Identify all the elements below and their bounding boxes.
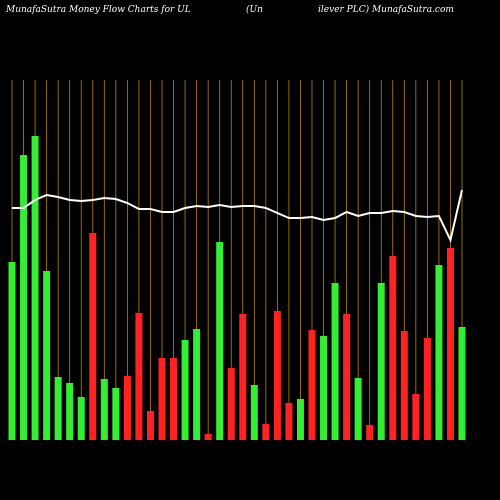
bar: [227, 368, 235, 440]
bar: [146, 411, 154, 440]
bar: [216, 242, 224, 440]
bar: [273, 311, 281, 440]
bar: [250, 385, 258, 440]
bar: [170, 358, 178, 440]
bar: [239, 314, 247, 440]
bar: [320, 336, 328, 440]
bar: [123, 376, 131, 440]
bar: [89, 233, 97, 440]
flow-line: [12, 189, 463, 244]
bar: [100, 379, 108, 440]
bar: [135, 313, 143, 440]
bar: [285, 403, 293, 440]
bar: [435, 265, 443, 440]
bar: [308, 330, 316, 440]
bar: [112, 388, 120, 440]
bar: [262, 424, 270, 440]
bar: [400, 331, 408, 440]
bar: [423, 338, 431, 440]
bar: [331, 283, 339, 440]
bar: [66, 383, 74, 440]
bar: [193, 329, 201, 440]
bar: [8, 262, 16, 440]
bar: [366, 425, 374, 440]
bar: [446, 248, 454, 440]
bar: [296, 399, 304, 440]
bar: [458, 327, 466, 440]
bar: [412, 394, 420, 440]
bar: [31, 136, 39, 440]
bar: [43, 271, 51, 440]
chart-title: MunafaSutra Money Flow Charts for UL: [5, 5, 191, 15]
chart-title-right: ilever PLC) MunafaSutra.com: [318, 4, 454, 15]
bar: [77, 397, 85, 440]
bar: [377, 283, 385, 440]
bar: [181, 340, 189, 440]
bar: [204, 434, 212, 440]
bar: [20, 155, 28, 440]
bar: [158, 358, 166, 440]
bar: [354, 378, 362, 440]
bar: [54, 377, 62, 440]
chart-title-mid: (Un: [246, 4, 263, 15]
bar: [343, 314, 351, 440]
bar: [389, 256, 397, 440]
